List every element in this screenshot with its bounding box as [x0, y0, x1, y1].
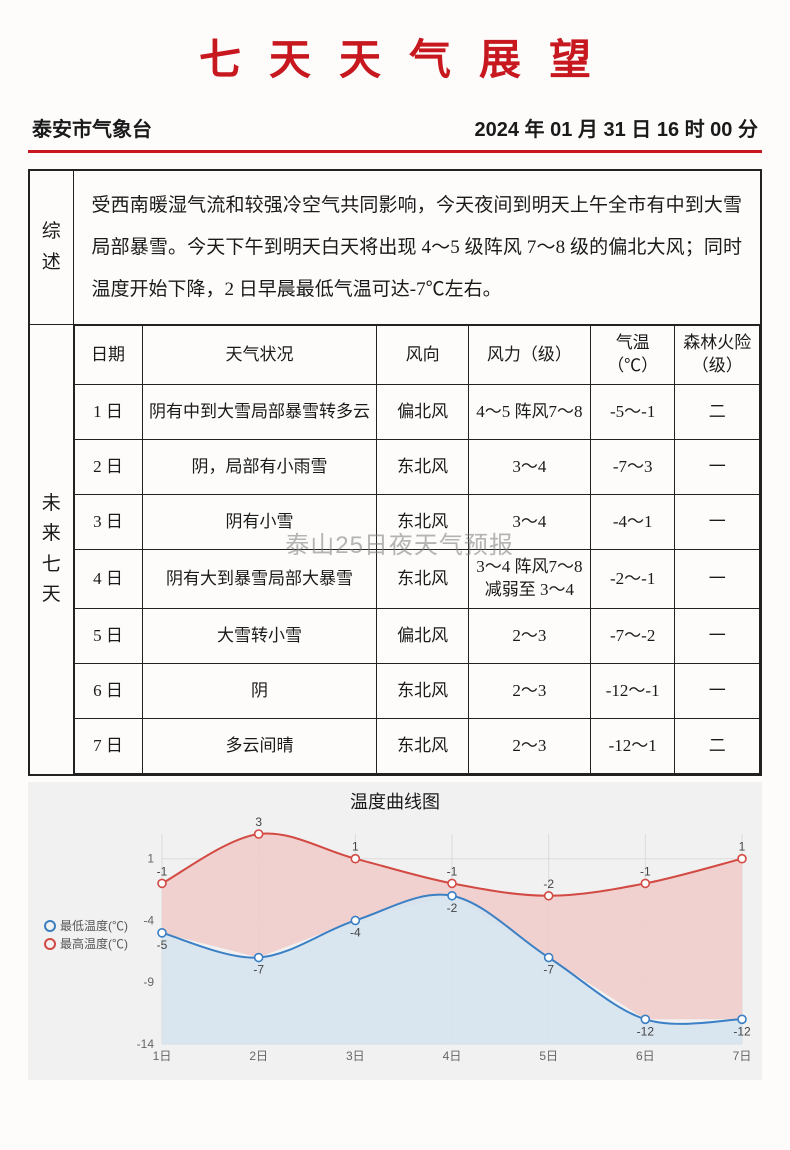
- forecast-label: 未来七天: [29, 325, 73, 775]
- cell-temp: -7～3: [590, 440, 675, 495]
- cell-wind-dir: 东北风: [377, 550, 469, 609]
- svg-text:-1: -1: [157, 865, 168, 879]
- svg-text:1: 1: [147, 852, 154, 866]
- svg-text:-7: -7: [543, 963, 554, 977]
- table-row: 3 日阴有小雪东北风3～4-4～1一: [74, 495, 760, 550]
- meta-row: 泰安市气象台 2024 年 01 月 31 日 16 时 00 分: [28, 113, 762, 150]
- cell-temp: -2～-1: [590, 550, 675, 609]
- cell-condition: 多云间晴: [142, 719, 377, 774]
- svg-text:-5: -5: [157, 938, 168, 952]
- page-title: 七天天气展望: [28, 26, 762, 87]
- cell-wind-dir: 偏北风: [377, 609, 469, 664]
- cell-wind-dir: 东北风: [377, 719, 469, 774]
- cell-condition: 阴有小雪: [142, 495, 377, 550]
- svg-text:3: 3: [255, 816, 262, 829]
- cell-fire: 一: [675, 440, 760, 495]
- chart-title: 温度曲线图: [32, 788, 758, 814]
- table-row: 5 日大雪转小雪偏北风2～3-7～-2一: [74, 609, 760, 664]
- table-row: 4 日阴有大到暴雪局部大暴雪东北风3～4 阵风7～8 减弱至 3～4-2～-1一: [74, 550, 760, 609]
- header-divider: [28, 150, 762, 153]
- cell-date: 2 日: [74, 440, 142, 495]
- table-header-row: 日期 天气状况 风向 风力（级） 气温（℃） 森林火险（级）: [74, 326, 760, 385]
- cell-date: 6 日: [74, 664, 142, 719]
- svg-text:-1: -1: [447, 865, 458, 879]
- station-name: 泰安市气象台: [32, 113, 152, 142]
- svg-text:2日: 2日: [249, 1049, 268, 1063]
- table-row: 6 日阴东北风2～3-12～-1一: [74, 664, 760, 719]
- svg-text:4日: 4日: [443, 1049, 462, 1063]
- summary-text: 受西南暖湿气流和较强冷空气共同影响，今天夜间到明天上午全市有中到大雪局部暴雪。今…: [73, 170, 761, 325]
- svg-text:1: 1: [352, 840, 359, 854]
- cell-temp: -12～-1: [590, 664, 675, 719]
- svg-text:5日: 5日: [539, 1049, 558, 1063]
- svg-text:-9: -9: [143, 975, 154, 989]
- svg-text:6日: 6日: [636, 1049, 655, 1063]
- forecast-table: 日期 天气状况 风向 风力（级） 气温（℃） 森林火险（级） 1 日阴有中到大雪…: [74, 325, 761, 774]
- cell-wind-force: 2～3: [468, 609, 590, 664]
- svg-text:3日: 3日: [346, 1049, 365, 1063]
- outer-table: 综述 受西南暖湿气流和较强冷空气共同影响，今天夜间到明天上午全市有中到大雪局部暴…: [28, 169, 762, 776]
- cell-date: 4 日: [74, 550, 142, 609]
- cell-wind-force: 3～4: [468, 495, 590, 550]
- cell-fire: 一: [675, 495, 760, 550]
- col-wind-force: 风力（级）: [468, 326, 590, 385]
- cell-wind-force: 2～3: [468, 664, 590, 719]
- cell-date: 5 日: [74, 609, 142, 664]
- cell-wind-dir: 偏北风: [377, 385, 469, 440]
- cell-condition: 阴有大到暴雪局部大暴雪: [142, 550, 377, 609]
- svg-text:1: 1: [739, 840, 746, 854]
- svg-text:-7: -7: [253, 963, 264, 977]
- col-date: 日期: [74, 326, 142, 385]
- svg-text:-2: -2: [543, 877, 554, 891]
- svg-text:-4: -4: [143, 914, 154, 928]
- cell-wind-dir: 东北风: [377, 440, 469, 495]
- table-row: 2 日阴，局部有小雨雪东北风3～4-7～3一: [74, 440, 760, 495]
- cell-fire: 二: [675, 719, 760, 774]
- cell-fire: 二: [675, 385, 760, 440]
- cell-wind-dir: 东北风: [377, 495, 469, 550]
- issue-time: 2024 年 01 月 31 日 16 时 00 分: [475, 113, 759, 142]
- svg-text:-4: -4: [350, 926, 361, 940]
- cell-wind-dir: 东北风: [377, 664, 469, 719]
- cell-wind-force: 3～4: [468, 440, 590, 495]
- svg-text:-12: -12: [637, 1024, 655, 1038]
- table-row: 1 日阴有中到大雪局部暴雪转多云偏北风4～5 阵风7～8-5～-1二: [74, 385, 760, 440]
- col-wind-dir: 风向: [377, 326, 469, 385]
- col-temp: 气温（℃）: [590, 326, 675, 385]
- svg-text:1日: 1日: [153, 1049, 172, 1063]
- cell-condition: 阴，局部有小雨雪: [142, 440, 377, 495]
- cell-date: 7 日: [74, 719, 142, 774]
- svg-text:-1: -1: [640, 865, 651, 879]
- cell-date: 3 日: [74, 495, 142, 550]
- cell-date: 1 日: [74, 385, 142, 440]
- cell-wind-force: 2～3: [468, 719, 590, 774]
- cell-condition: 大雪转小雪: [142, 609, 377, 664]
- col-condition: 天气状况: [142, 326, 377, 385]
- cell-fire: 一: [675, 609, 760, 664]
- cell-condition: 阴有中到大雪局部暴雪转多云: [142, 385, 377, 440]
- svg-text:最低温度(℃): 最低温度(℃): [60, 918, 128, 933]
- svg-text:-12: -12: [733, 1024, 751, 1038]
- table-row: 7 日多云间晴东北风2～3-12～1二: [74, 719, 760, 774]
- chart-svg: -14-9-411日2日3日4日5日6日7日-131-1-2-11-5-7-4-…: [32, 816, 752, 1076]
- summary-label: 综述: [29, 170, 73, 325]
- cell-fire: 一: [675, 550, 760, 609]
- cell-temp: -5～-1: [590, 385, 675, 440]
- svg-text:-2: -2: [447, 901, 458, 915]
- col-fire: 森林火险（级）: [675, 326, 760, 385]
- svg-text:最高温度(℃): 最高温度(℃): [60, 936, 128, 951]
- cell-condition: 阴: [142, 664, 377, 719]
- cell-wind-force: 3～4 阵风7～8 减弱至 3～4: [468, 550, 590, 609]
- cell-temp: -4～1: [590, 495, 675, 550]
- cell-temp: -12～1: [590, 719, 675, 774]
- cell-wind-force: 4～5 阵风7～8: [468, 385, 590, 440]
- svg-text:7日: 7日: [733, 1049, 752, 1063]
- cell-temp: -7～-2: [590, 609, 675, 664]
- cell-fire: 一: [675, 664, 760, 719]
- temperature-chart: 温度曲线图 -14-9-411日2日3日4日5日6日7日-131-1-2-11-…: [28, 782, 762, 1080]
